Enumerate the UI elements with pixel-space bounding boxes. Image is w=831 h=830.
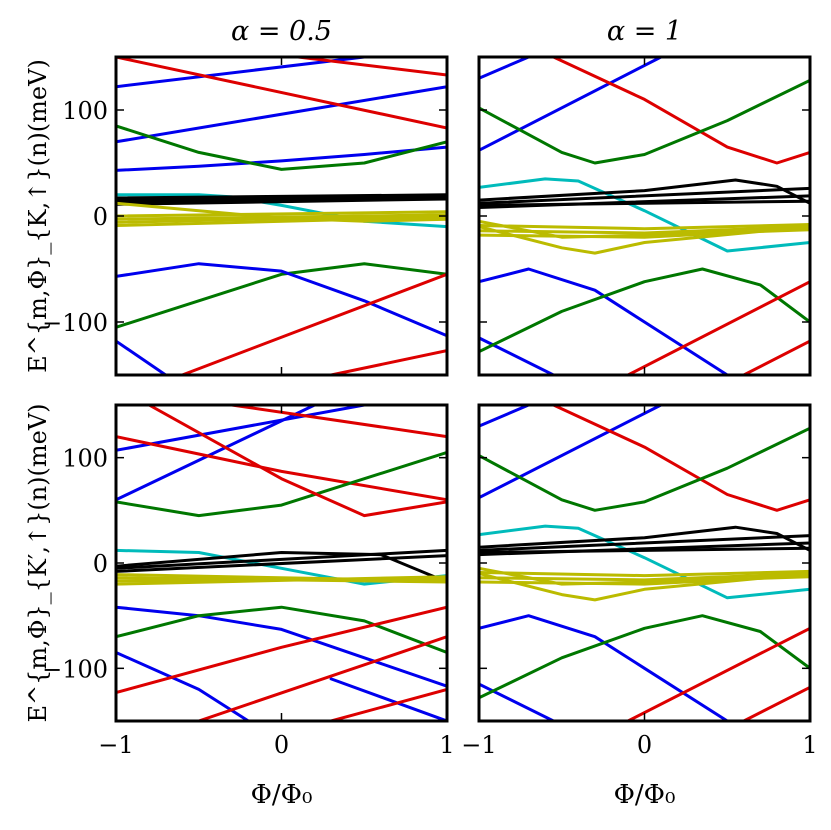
series-line-18 (742, 339, 810, 375)
y-tick-label: 0 (93, 203, 108, 231)
series-line-0 (116, 405, 366, 452)
series-line-2 (116, 435, 447, 502)
axes-frame (114, 55, 449, 377)
series-line-0 (479, 405, 531, 428)
series-line-3 (479, 426, 810, 512)
series-line-1 (116, 405, 317, 502)
series-group (479, 405, 810, 721)
series-line-16 (116, 262, 447, 329)
series-line-10 (116, 197, 447, 206)
y-tick-label: 100 (62, 445, 108, 473)
series-line-9 (479, 572, 810, 602)
series-line-13 (479, 574, 810, 586)
series-line-4 (296, 57, 447, 77)
series-line-11 (479, 223, 810, 231)
series-line-4 (116, 450, 447, 518)
y-tick-label: −100 (42, 309, 108, 337)
series-line-6 (479, 186, 810, 205)
series-line-14 (479, 267, 810, 375)
series-line-17 (626, 280, 810, 375)
panel-title: α = 0.5 (231, 16, 332, 47)
series-line-17 (626, 626, 810, 721)
series-line-13 (479, 227, 810, 239)
series-line-3 (479, 78, 810, 165)
series-line-16 (479, 267, 810, 354)
series-line-8 (116, 548, 447, 570)
series-line-0 (479, 57, 531, 80)
series-line-15 (116, 605, 447, 654)
series-line-20 (329, 349, 447, 375)
series-line-3 (116, 57, 447, 130)
y-tick-label: −100 (42, 655, 108, 683)
y-tick-label: 100 (62, 97, 108, 125)
series-line-12 (116, 210, 447, 218)
series-line-12 (116, 575, 447, 586)
x-axis-label: Φ/Φ₀ (251, 780, 313, 810)
panel-bottom-left: −1 0 1 −100 0 100 Φ/Φ₀ E^{m,Φ}_{K′,↑}(n)(meV) (24, 403, 455, 810)
series-line-1 (479, 57, 663, 152)
axes-frame (477, 403, 812, 723)
x-tick-label: 1 (802, 731, 817, 759)
series-line-9 (479, 225, 810, 255)
x-axis-label: Φ/Φ₀ (614, 780, 676, 810)
series-line-5 (147, 405, 447, 518)
series-line-5 (116, 124, 447, 171)
series-line-2 (116, 145, 447, 172)
series-group (479, 57, 810, 375)
series-line-14 (116, 605, 447, 688)
series-line-7 (116, 551, 447, 584)
x-tick-label: −1 (98, 731, 133, 759)
series-line-3 (230, 405, 447, 439)
series-line-18 (116, 339, 168, 375)
series-line-16 (479, 614, 810, 700)
y-tick-label: 0 (93, 550, 108, 578)
series-line-11 (479, 569, 810, 578)
series-group (116, 405, 447, 721)
x-tick-label: 0 (274, 731, 289, 759)
series-line-2 (552, 57, 810, 165)
series-line-5 (479, 178, 810, 205)
series-line-14 (116, 213, 447, 224)
series-line-0 (116, 57, 366, 89)
series-line-19 (197, 635, 447, 721)
series-line-1 (479, 405, 663, 500)
y-axis-label: E^{m,Φ}_{K′,↑}(n)(meV) (24, 403, 52, 722)
series-line-17 (116, 262, 447, 338)
y-axis-label: E^{m,Φ}_{K,↑}(n)(meV) (24, 59, 52, 373)
series-line-2 (552, 405, 810, 512)
series-line-6 (479, 534, 810, 552)
series-line-15 (116, 215, 447, 227)
panel-bottom-right: −1 0 1 Φ/Φ₀ (461, 403, 818, 810)
x-tick-label: 1 (439, 731, 454, 759)
series-line-12 (479, 225, 810, 235)
series-line-13 (116, 573, 447, 583)
series-line-19 (180, 272, 447, 375)
panel-title: α = 1 (607, 16, 682, 47)
series-line-4 (479, 524, 810, 600)
series-line-12 (479, 572, 810, 582)
x-tick-label: −1 (461, 731, 496, 759)
series-line-8 (479, 546, 810, 554)
axes-frame (477, 55, 812, 377)
series-line-15 (479, 682, 555, 721)
series-line-8 (479, 199, 810, 207)
panel-top-right: α = 1 (477, 16, 812, 377)
series-line-5 (479, 525, 810, 552)
series-line-14 (479, 614, 810, 721)
series-line-18 (742, 685, 810, 721)
series-line-20 (329, 687, 447, 721)
panel-top-left: −100 0 100 α = 0.5 E^{m,Φ}_{K,↑}(n)(meV) (24, 16, 449, 377)
series-line-18 (116, 605, 447, 695)
x-tick-label: 0 (637, 731, 652, 759)
axes-frame (114, 403, 449, 723)
series-line-15 (479, 336, 555, 375)
series-line-9 (116, 193, 447, 200)
series-group (116, 57, 447, 375)
series-line-17 (329, 677, 447, 721)
series-line-1 (116, 85, 447, 144)
series-line-9 (116, 554, 447, 573)
